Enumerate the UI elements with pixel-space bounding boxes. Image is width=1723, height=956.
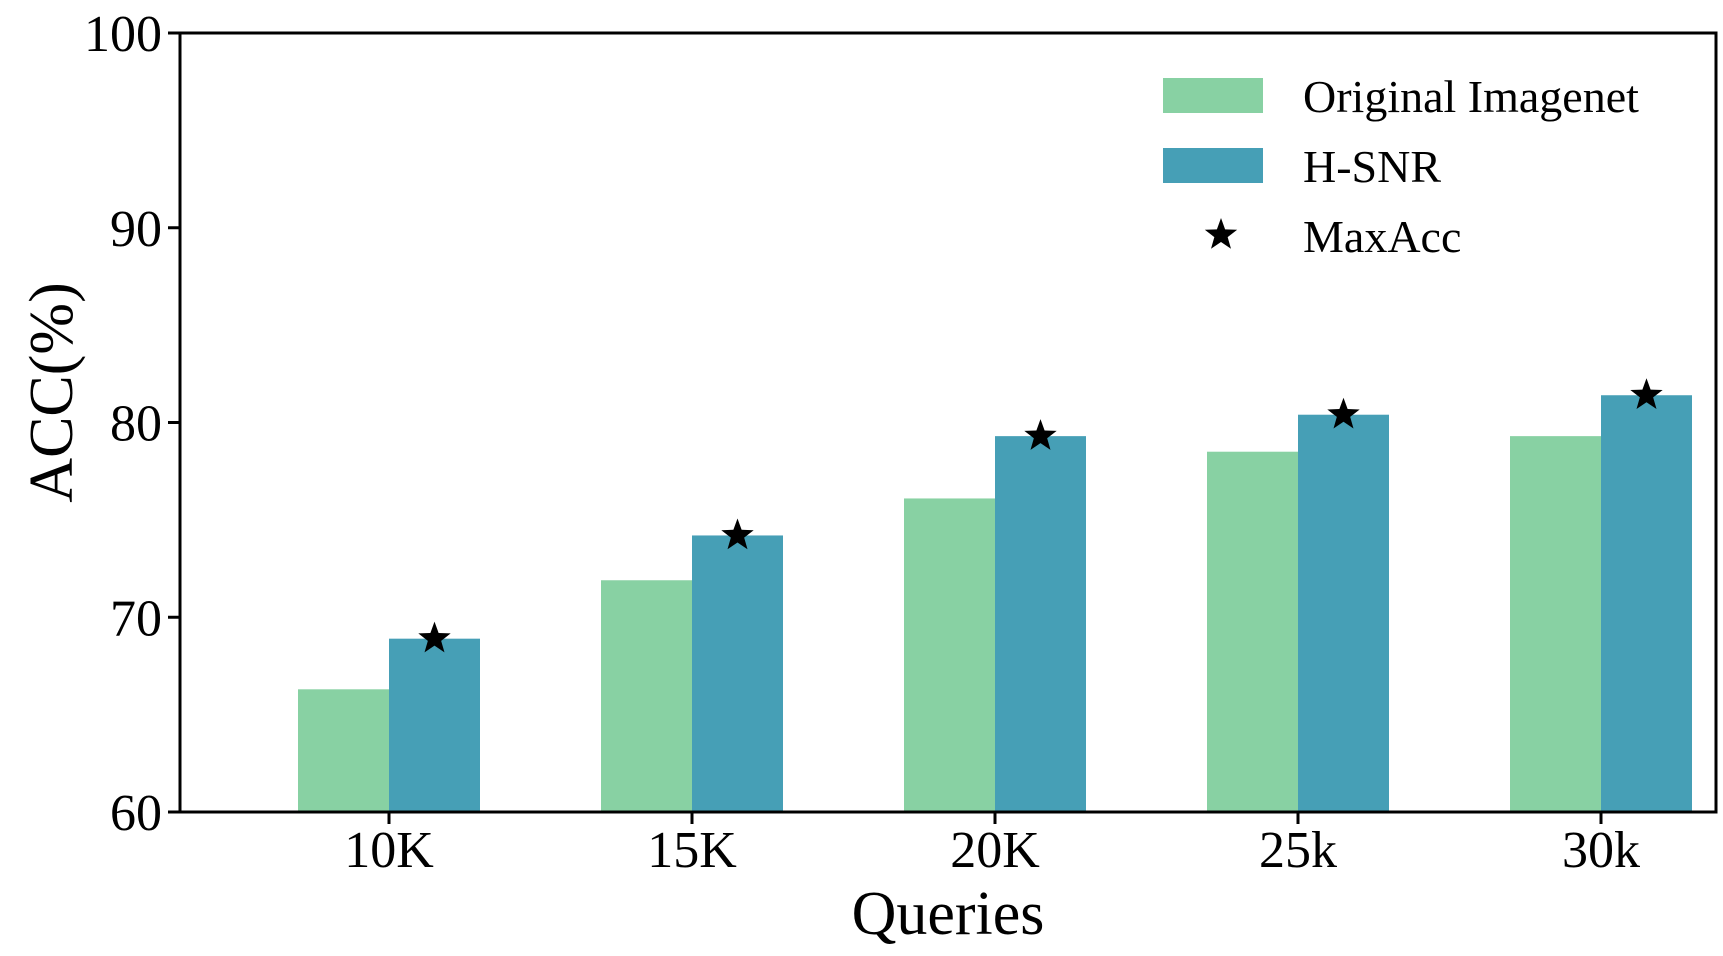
bars-layer: [298, 395, 1692, 812]
bar-h-snr-10k: [389, 638, 480, 812]
bar-original-imagenet-30k: [1510, 436, 1601, 812]
legend-swatch-original-imagenet: [1163, 78, 1263, 113]
x-tick-label-25k: 25k: [1259, 822, 1337, 879]
maxacc-star-10k: [418, 621, 451, 653]
bar-original-imagenet-25k: [1207, 451, 1298, 812]
y-tick-label-100: 100: [84, 6, 162, 63]
bar-h-snr-25k: [1298, 414, 1389, 812]
bar-original-imagenet-10k: [298, 689, 389, 812]
x-axis-title: Queries: [852, 880, 1045, 948]
y-tick-label-80: 80: [110, 396, 162, 453]
legend-star-icon: [1204, 218, 1238, 249]
legend-swatch-h-snr: [1163, 148, 1263, 183]
bar-h-snr-30k: [1601, 395, 1692, 812]
bar-h-snr-15k: [692, 535, 783, 812]
y-tick-label-70: 70: [110, 590, 162, 647]
legend: Original Imagenet H-SNR MaxAcc: [1163, 71, 1639, 262]
maxacc-markers-layer: [418, 378, 1663, 653]
x-axis: 10K 15K 20K 25k 30k: [344, 812, 1640, 879]
x-tick-label-30k: 30k: [1562, 822, 1640, 879]
maxacc-star-25k: [1327, 397, 1360, 429]
bar-original-imagenet-15k: [601, 580, 692, 812]
maxacc-star-30k: [1630, 378, 1663, 409]
maxacc-star-15k: [721, 518, 754, 550]
bar-original-imagenet-20k: [904, 498, 995, 812]
legend-label-maxacc: MaxAcc: [1303, 211, 1461, 262]
legend-label-original-imagenet: Original Imagenet: [1303, 71, 1639, 122]
x-tick-label-10k: 10K: [344, 822, 434, 879]
maxacc-star-20k: [1024, 419, 1057, 450]
y-tick-label-60: 60: [110, 785, 162, 842]
bar-h-snr-20k: [995, 436, 1086, 812]
x-tick-label-20k: 20K: [950, 822, 1040, 879]
legend-label-h-snr: H-SNR: [1303, 141, 1441, 192]
y-axis: 60 70 80 90 100: [84, 6, 180, 842]
x-tick-label-15k: 15K: [647, 822, 737, 879]
y-tick-label-90: 90: [110, 201, 162, 258]
y-axis-title: ACC(%): [18, 282, 86, 502]
